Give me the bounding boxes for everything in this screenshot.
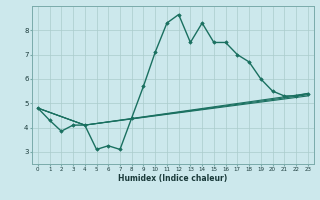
X-axis label: Humidex (Indice chaleur): Humidex (Indice chaleur)	[118, 174, 228, 183]
